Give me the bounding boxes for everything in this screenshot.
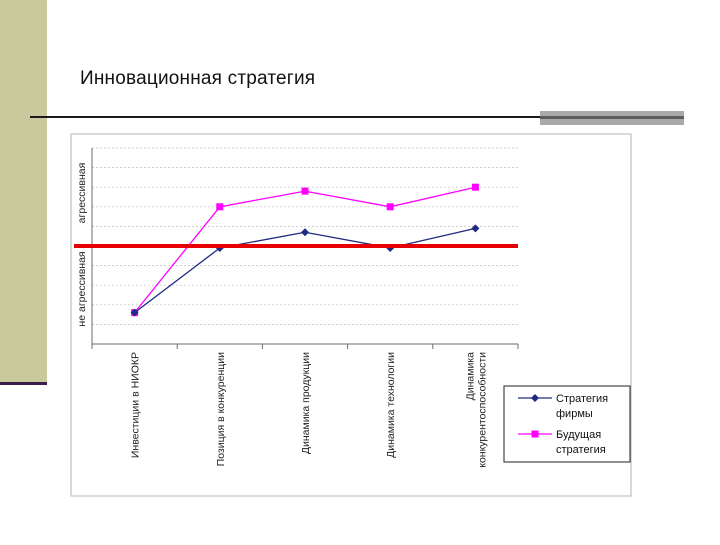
data-point [471, 224, 480, 233]
data-point [471, 183, 479, 191]
x-axis-labels: Инвестиции в НИОКР Позиция в конкуренции Д… [130, 352, 489, 468]
legend-label: стратегия [556, 444, 606, 456]
data-point [386, 203, 394, 211]
x-axis-category-label: Инвестиции в НИОКР [130, 352, 142, 458]
decorative-left-bar [0, 0, 47, 385]
title-rule-accent-inner [540, 116, 684, 119]
legend-box [503, 385, 631, 463]
x-axis-category-label: Динамика [464, 352, 476, 401]
legend: Стратегия фирмы Будущая стратегия [503, 385, 631, 463]
y-axis-label-low: не агрессивная [76, 251, 88, 326]
data-point [301, 228, 309, 237]
legend-label: Будущая [556, 429, 601, 441]
data-point [216, 203, 224, 211]
x-axis-category-label: Динамика технологии [385, 352, 397, 458]
legend-marker [531, 394, 539, 402]
legend-marker [531, 430, 539, 438]
data-point [130, 308, 139, 317]
y-axis-label-high: агрессивная [76, 163, 88, 224]
slide-title: Инновационная стратегия [80, 68, 316, 89]
legend-label: Стратегия [556, 393, 608, 405]
series-group [130, 183, 480, 317]
decorative-left-bar-underline [0, 382, 47, 385]
data-point [301, 187, 309, 195]
legend-label: фирмы [556, 408, 593, 420]
x-axis-category-label: Позиция в конкуренции [215, 352, 227, 466]
y-axis-labels: не агрессивная агрессивная [76, 163, 88, 327]
x-axis-category-label: конкурентоспособности [476, 352, 488, 468]
x-axis-category-label: Динамика продукции [300, 352, 312, 454]
title-rule [30, 116, 540, 118]
